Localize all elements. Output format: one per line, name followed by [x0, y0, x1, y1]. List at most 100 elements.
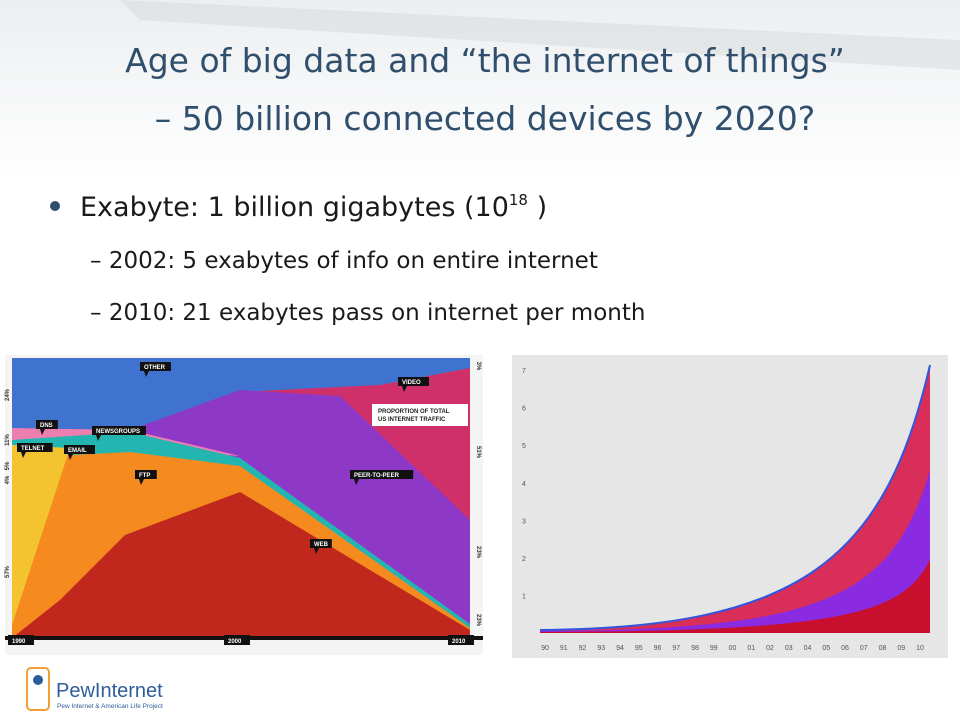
share-label: 23%: [475, 614, 481, 627]
callout-box: [350, 470, 414, 479]
bullet-close: ): [528, 192, 547, 223]
callout-box: [140, 362, 171, 371]
x-tick-label: 93: [597, 645, 605, 652]
share-label: 57%: [5, 565, 11, 578]
callout-pointer: [144, 371, 149, 377]
callout-pointer: [402, 386, 407, 392]
x-tick-label: 00: [729, 645, 737, 652]
bullet-text: Exabyte: 1 billion gigabytes (10: [80, 192, 509, 223]
title-line: Age of big data and “the internet of thi…: [125, 41, 845, 80]
bullet: Exabyte: 1 billion gigabytes (1018 ): [80, 191, 547, 223]
logo-icon-head: [33, 675, 43, 685]
y-tick-label: 7: [522, 368, 526, 375]
share-label: 24%: [5, 388, 11, 401]
area-web: [12, 492, 470, 638]
callout-box: [17, 443, 53, 452]
top-line: [539, 364, 931, 631]
superscript: 18: [509, 191, 528, 209]
share-label: 5%: [5, 461, 11, 470]
year-label: 1990: [12, 639, 26, 645]
callout-box: [92, 426, 146, 435]
x-tick-label: 94: [616, 645, 624, 652]
sub-bullet: – 2002: 5 exabytes of info on entire int…: [90, 248, 598, 274]
logo-icon: [26, 667, 50, 711]
x-tick-label: 99: [710, 645, 718, 652]
y-tick-label: 3: [522, 518, 526, 525]
x-tick-label: 92: [579, 645, 587, 652]
area-top: [540, 365, 930, 633]
year-box: [224, 635, 250, 645]
x-tick-label: 03: [785, 645, 793, 652]
y-tick-label: 4: [522, 481, 526, 488]
right-chart: [512, 355, 948, 658]
callout-pointer: [314, 548, 319, 554]
y-tick-label: 6: [522, 406, 526, 413]
callout-label: FTP: [139, 473, 150, 479]
callout-box: [64, 445, 95, 454]
share-label: 51%: [475, 446, 481, 459]
logo-tagline: Pew Internet & American Life Project: [57, 703, 163, 710]
bullet-dot: [50, 201, 60, 211]
legend-text: PROPORTION OF TOTAL: [378, 409, 450, 415]
x-tick-label: 98: [691, 645, 699, 652]
x-tick-label: 96: [654, 645, 662, 652]
y-tick-label: 1: [522, 594, 526, 601]
x-tick-label: 10: [916, 645, 924, 652]
share-label: 3%: [475, 362, 481, 371]
logo: PewInternet Pew Internet & American Life…: [26, 667, 163, 711]
x-tick-label: 05: [822, 645, 830, 652]
y-tick-label: 5: [522, 443, 526, 450]
x-tick-label: 04: [804, 645, 812, 652]
sub-bullet-text: 2010: 21 exabytes pass on internet per m…: [109, 300, 646, 326]
logo-name: PewInternet: [56, 680, 163, 702]
callout-pointer: [40, 429, 45, 435]
callout-label: VIDEO: [402, 380, 421, 386]
callout-label: PEER-TO-PEER: [354, 473, 400, 479]
callout-pointer: [139, 479, 144, 485]
callout-label: OTHER: [144, 365, 166, 371]
share-label: 23%: [475, 546, 481, 559]
year-label: 2010: [452, 639, 466, 645]
laptop-shape: [120, 0, 960, 70]
callout-box: [135, 470, 157, 479]
callout-pointer: [96, 435, 101, 441]
x-tick-label: 97: [672, 645, 680, 652]
legend-box: [372, 404, 468, 426]
x-tick-label: 95: [635, 645, 643, 652]
legend-text: US INTERNET TRAFFIC: [378, 417, 446, 423]
callout-box: [310, 539, 332, 548]
x-tick-label: 01: [747, 645, 755, 652]
callout-pointer: [354, 479, 359, 485]
y-tick-label: 2: [522, 556, 526, 563]
callout-label: DNS: [40, 423, 53, 429]
x-tick-label: 08: [879, 645, 887, 652]
area-p2p: [130, 390, 470, 625]
sub-bullet-text: 2002: 5 exabytes of info on entire inter…: [109, 248, 598, 274]
year-label: 2000: [228, 639, 242, 645]
area-bottom: [540, 560, 930, 633]
callout-box: [36, 420, 58, 429]
title-line: – 50 billion connected devices by 2020?: [155, 99, 816, 138]
x-tick-label: 02: [766, 645, 774, 652]
left-chart: PROPORTION OF TOTAL US INTERNET TRAFFIC: [5, 355, 483, 655]
area-email: [12, 445, 70, 625]
x-tick-label: 90: [541, 645, 549, 652]
share-label: 11%: [5, 434, 11, 446]
year-box: [8, 635, 34, 645]
callout-label: EMAIL: [68, 448, 87, 454]
year-box: [448, 635, 474, 645]
x-tick-label: 06: [841, 645, 849, 652]
sub-bullet: – 2010: 21 exabytes pass on internet per…: [90, 300, 645, 326]
x-tick-label: 09: [897, 645, 905, 652]
callout-box: [398, 377, 429, 386]
callout-label: WEB: [314, 542, 329, 548]
callout-label: NEWSGROUPS: [96, 429, 140, 435]
header-background: [0, 0, 960, 180]
callout-label: TELNET: [21, 446, 45, 452]
share-label: 4%: [5, 475, 11, 484]
callout-pointer: [68, 454, 73, 460]
callout-pointer: [21, 452, 26, 458]
x-tick-label: 07: [860, 645, 868, 652]
